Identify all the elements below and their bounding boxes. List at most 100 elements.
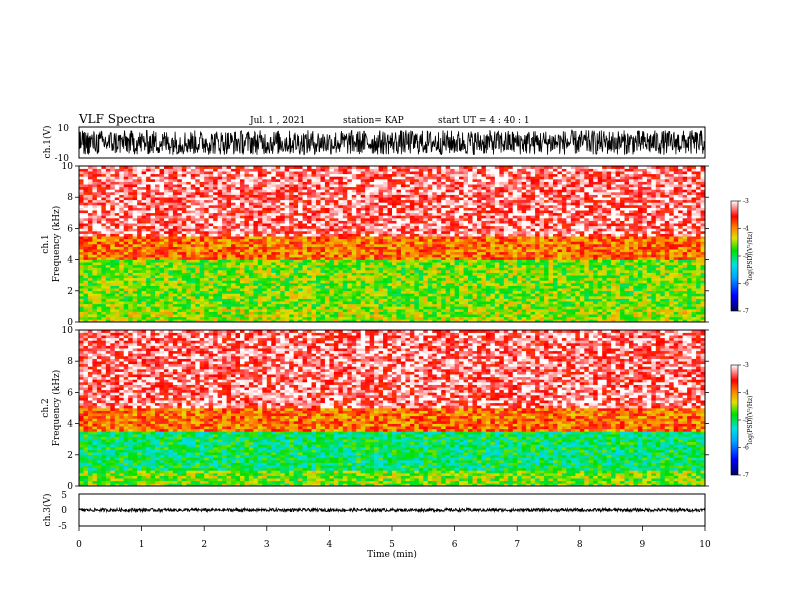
spectrogram-cell [231, 290, 236, 294]
spectrogram-cell [101, 311, 107, 315]
spectrogram-cell [472, 316, 478, 320]
spectrogram-cell [208, 288, 214, 292]
spectrogram-cell [432, 319, 438, 323]
spectrogram-cell [521, 254, 527, 258]
spectrogram-cell [168, 303, 174, 307]
spectrogram-cell [123, 303, 129, 307]
spectrogram-cell [231, 283, 236, 286]
spectrogram-cell [450, 257, 455, 260]
spectrogram-cell [624, 264, 630, 268]
spectrogram-cell [383, 290, 388, 294]
spectrogram-cell [110, 275, 116, 279]
spectrogram-cell [566, 259, 572, 263]
spectrogram-cell [119, 298, 125, 302]
spectrogram-cell [342, 251, 348, 255]
spectrogram-cell [266, 228, 272, 232]
spectrogram-cell [673, 280, 679, 284]
spectrogram-cell [660, 257, 666, 260]
spectrogram-cell [231, 228, 236, 232]
spectrogram-cell [521, 249, 527, 253]
spectrogram-cell [298, 259, 303, 263]
spectrogram-cell [271, 296, 277, 299]
spectrogram-cell [96, 290, 102, 294]
spectrogram-cell [660, 251, 666, 255]
spectrogram-cell [593, 319, 598, 323]
spectrogram-cell [226, 306, 232, 310]
spectrogram-cell [418, 277, 424, 281]
spectrogram-cell [432, 272, 438, 276]
spectrogram-cell [696, 285, 701, 289]
spectrogram-cell [530, 319, 536, 323]
spectrogram-cell [436, 309, 442, 312]
spectrogram-cell [575, 306, 581, 310]
spectrogram-cell [383, 236, 388, 240]
spectrogram-cell [468, 249, 473, 253]
spectrogram-cell [552, 254, 558, 258]
spectrogram-cell [651, 285, 657, 289]
spectrogram-cell [231, 319, 236, 323]
spectrogram-cell [624, 296, 630, 299]
spectrogram-cell [557, 301, 563, 305]
spectrogram-cell [208, 241, 214, 245]
spectrogram-cell [168, 275, 174, 279]
spectrogram-cell [579, 275, 585, 279]
spectrogram-cell [110, 314, 116, 318]
spectrogram-cell [387, 293, 393, 297]
spectrogram-cell [392, 228, 397, 232]
spectrogram-cell [87, 280, 93, 284]
spectrogram-cell [204, 311, 209, 315]
spectrogram-cell [92, 244, 98, 247]
spectrogram-cell [396, 228, 402, 232]
spectrogram-cell [307, 264, 312, 268]
spectrogram-cell [570, 311, 576, 315]
spectrogram-cell [396, 267, 402, 271]
spectrogram-cell [628, 303, 634, 307]
spectrogram-cell [655, 303, 661, 307]
spectrogram-cell [369, 309, 375, 312]
spectrogram-cell [356, 309, 361, 312]
spectrogram-cell [132, 301, 138, 305]
spectrogram-cell [378, 277, 384, 281]
spectrogram-cell [615, 275, 621, 279]
spectrogram-cell [155, 244, 160, 247]
spectrogram-cell [342, 283, 348, 286]
spectrogram-cell [490, 231, 496, 234]
spectrogram-cell [275, 251, 281, 255]
spectrogram-cell [141, 311, 147, 315]
spectrogram-cell [298, 264, 303, 268]
spectrogram-cell [141, 228, 147, 232]
spectrogram-cell [159, 306, 165, 310]
spectrogram-cell [155, 303, 160, 307]
spectrogram-cell [535, 249, 540, 253]
spectrogram-cell [356, 311, 361, 315]
spectrogram-cell [392, 283, 397, 286]
spectrogram-cell [101, 244, 107, 247]
spectrogram-cell [566, 231, 572, 234]
spectrogram-cell [186, 277, 192, 281]
spectrogram-cell [329, 259, 335, 263]
spectrogram-cell [168, 228, 174, 232]
spectrogram-cell [351, 241, 357, 245]
spectrogram-cell [172, 303, 178, 307]
spectrogram-cell [548, 298, 554, 302]
spectrogram-cell [311, 254, 317, 258]
spectrogram-cell [499, 249, 505, 253]
spectrogram-cell [87, 301, 93, 305]
spectrogram-cell [637, 262, 643, 266]
spectrogram-cell [92, 275, 98, 279]
spectrogram-cell [481, 249, 487, 253]
spectrogram-cell [646, 270, 652, 273]
spectrogram-cell [342, 270, 348, 273]
spectrogram-cell [557, 264, 563, 268]
spectrogram-cell [392, 236, 397, 240]
spectrogram-cell [593, 264, 598, 268]
spectrogram-cell [320, 283, 326, 286]
spectrogram-cell [87, 316, 93, 320]
spectrogram-cell [490, 238, 496, 242]
spectrogram-cell [485, 275, 491, 279]
spectrogram-cell [633, 277, 639, 281]
spectrogram-cell [195, 267, 201, 271]
spectrogram-cell [557, 251, 563, 255]
spectrogram-cell [678, 244, 683, 247]
spectrogram-cell [92, 301, 98, 305]
